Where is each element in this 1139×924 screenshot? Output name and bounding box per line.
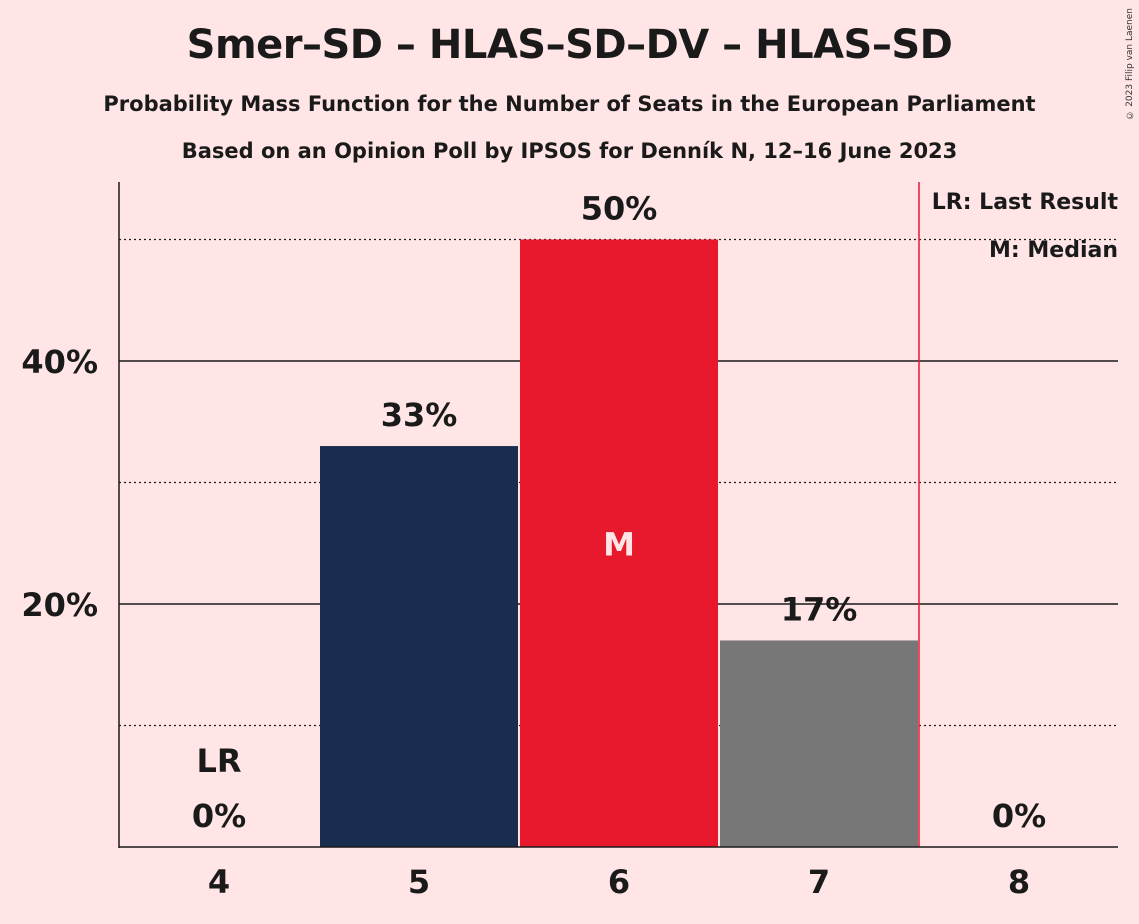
x-tick-label-5: 5 xyxy=(408,863,430,901)
median-marker: M xyxy=(603,525,635,563)
bars xyxy=(320,239,918,847)
x-tick-label-7: 7 xyxy=(808,863,830,901)
bar-5 xyxy=(320,446,518,847)
y-tick-label: 40% xyxy=(21,343,98,381)
legend: LR: Last Result M: Median xyxy=(932,190,1119,263)
value-label-6: 50% xyxy=(581,190,658,228)
x-tick-label-8: 8 xyxy=(1008,863,1030,901)
chart-source: Based on an Opinion Poll by IPSOS for De… xyxy=(181,139,958,163)
value-label-5: 33% xyxy=(381,396,458,434)
last-result-marker: LR xyxy=(196,742,241,780)
axes: 20% 40% 4 5 6 7 8 xyxy=(21,182,1118,901)
bar-7 xyxy=(720,640,918,847)
value-label-7: 17% xyxy=(781,590,858,628)
bar-labels: 0% 33% 50% 17% 0% M LR xyxy=(192,190,1046,836)
legend-last-result: LR: Last Result xyxy=(932,190,1119,215)
chart-title: Smer–SD – HLAS–SD–DV – HLAS–SD xyxy=(186,22,953,68)
x-tick-label-4: 4 xyxy=(208,863,230,901)
legend-median: M: Median xyxy=(989,238,1118,263)
x-tick-label-6: 6 xyxy=(608,863,630,901)
value-label-4: 0% xyxy=(192,797,246,835)
chart-subtitle: Probability Mass Function for the Number… xyxy=(103,92,1036,116)
bar-6 xyxy=(520,239,718,847)
value-label-8: 0% xyxy=(992,797,1046,835)
y-tick-label: 20% xyxy=(21,586,98,624)
